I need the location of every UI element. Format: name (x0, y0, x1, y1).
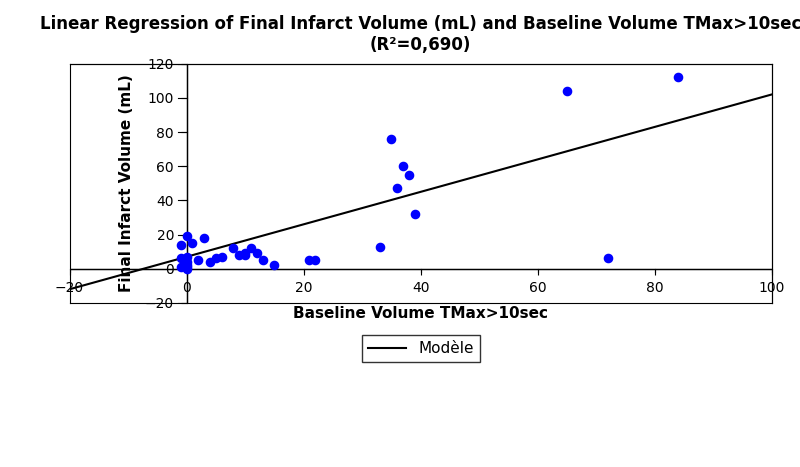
Point (174, 241, 187, 248)
Point (402, 171, 415, 178)
Point (227, 245, 240, 252)
Point (268, 262, 281, 269)
X-axis label: Baseline Volume TMax>10sec: Baseline Volume TMax>10sec (293, 306, 548, 321)
Point (180, 233, 193, 240)
Point (233, 251, 246, 259)
Point (303, 256, 316, 264)
Point (180, 262, 193, 269)
Y-axis label: Final Infarct Volume (mL): Final Infarct Volume (mL) (119, 74, 134, 292)
Point (397, 163, 410, 170)
Point (245, 245, 258, 252)
Point (602, 255, 614, 262)
Point (672, 74, 685, 81)
Point (256, 256, 269, 264)
Point (180, 258, 193, 266)
Point (198, 234, 210, 242)
Point (309, 256, 322, 264)
Point (174, 263, 187, 271)
Point (215, 253, 228, 261)
Point (180, 253, 193, 261)
Point (238, 251, 251, 259)
Point (192, 256, 205, 264)
Title: Linear Regression of Final Infarct Volume (mL) and Baseline Volume TMax>10sec
(R: Linear Regression of Final Infarct Volum… (40, 15, 800, 54)
Legend: Modèle: Modèle (362, 335, 480, 362)
Point (186, 240, 199, 247)
Point (180, 265, 193, 272)
Point (210, 255, 222, 262)
Point (238, 250, 251, 257)
Point (391, 184, 404, 192)
Point (385, 135, 398, 142)
Point (374, 243, 386, 250)
Point (180, 263, 193, 271)
Point (250, 250, 263, 257)
Point (204, 258, 217, 266)
Point (409, 210, 422, 218)
Point (174, 255, 187, 262)
Point (561, 87, 574, 95)
